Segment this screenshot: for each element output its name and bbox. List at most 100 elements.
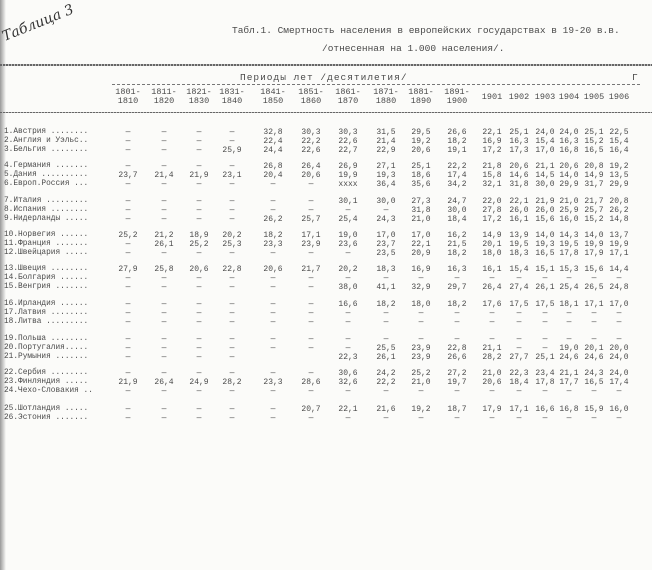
row-label: 25.Шотландия ..... xyxy=(4,405,89,413)
table-cell: — xyxy=(516,318,522,327)
table-cell: 22,6 xyxy=(301,146,321,155)
table-cell: — xyxy=(591,414,597,423)
column-header: 1871- 1880 xyxy=(373,88,399,106)
table-cell: 17,0 xyxy=(535,146,555,155)
table-cell: — xyxy=(270,318,276,327)
table-cell: 24,7 xyxy=(447,197,467,206)
table-cell: 18,4 xyxy=(509,378,529,387)
table-cell: — xyxy=(542,335,548,344)
table-cell: 15,2 xyxy=(584,215,604,224)
table-cell: 31,7 xyxy=(584,180,604,189)
table-cell: — xyxy=(125,300,131,309)
table-cell: 30,0 xyxy=(447,206,467,215)
table-cell: 28,2 xyxy=(222,378,242,387)
table-cell: — xyxy=(489,318,495,327)
table-cell: 22,2 xyxy=(301,137,321,146)
table-cell: 23,5 xyxy=(376,249,396,258)
table-cell: — xyxy=(454,335,460,344)
table-cell: — xyxy=(345,344,351,353)
table-cell: — xyxy=(196,335,202,344)
table-cell: 15,1 xyxy=(535,265,555,274)
table-cell: — xyxy=(229,335,235,344)
table-cell: 13,9 xyxy=(509,231,529,240)
table-cell: — xyxy=(229,137,235,146)
table-cell: 18,3 xyxy=(509,249,529,258)
table-cell: 16,2 xyxy=(447,231,467,240)
table-cell: 31,5 xyxy=(376,128,396,137)
table-cell: 28,6 xyxy=(301,378,321,387)
table-cell: 25,5 xyxy=(376,344,396,353)
table-cell: — xyxy=(616,414,622,423)
column-header: 1903 xyxy=(535,93,555,102)
table-cell: — xyxy=(591,318,597,327)
table-cell: — xyxy=(196,206,202,215)
table-cell: 17,2 xyxy=(482,215,502,224)
table-cell: 21,9 xyxy=(535,197,555,206)
table-cell: 25,2 xyxy=(118,231,138,240)
table-cell: 26,2 xyxy=(609,206,629,215)
table-cell: — xyxy=(418,318,424,327)
column-header-end: 1890 xyxy=(410,96,432,106)
table-cell: 16,6 xyxy=(535,405,555,414)
table-cell: 21,9 xyxy=(118,378,138,387)
table-cell: — xyxy=(270,283,276,292)
table-cell: 16,9 xyxy=(411,265,431,274)
table-cell: 25,1 xyxy=(411,162,431,171)
table-cell: — xyxy=(196,309,202,318)
row-label: 2.Англия и Уэльс.. xyxy=(4,137,89,145)
table-cell: — xyxy=(454,387,460,396)
table-cell: 20,0 xyxy=(609,344,629,353)
table-cell: — xyxy=(161,344,167,353)
table-cell: 18,4 xyxy=(447,215,467,224)
table-cell: — xyxy=(161,146,167,155)
table-cell: — xyxy=(125,274,131,283)
table-subtitle: /отнесенная на 1.000 населения/. xyxy=(322,43,505,54)
table-cell: — xyxy=(542,414,548,423)
header-divider xyxy=(112,84,642,85)
table-cell: 20,6 xyxy=(411,146,431,155)
table-cell: — xyxy=(196,128,202,137)
row-label: 9.Нидерланды ..... xyxy=(4,215,89,223)
table-cell: 31,8 xyxy=(411,206,431,215)
table-cell: 15,3 xyxy=(559,265,579,274)
table-cell: — xyxy=(125,309,131,318)
table-cell: — xyxy=(270,206,276,215)
table-cell: — xyxy=(516,344,522,353)
table-cell: 20,6 xyxy=(559,162,579,171)
table-cell: — xyxy=(308,369,314,378)
table-cell: — xyxy=(489,309,495,318)
table-cell: — xyxy=(308,335,314,344)
column-header-end: 1820 xyxy=(153,96,175,106)
column-header-start: 1903 xyxy=(534,92,556,102)
table-cell: 25,1 xyxy=(584,128,604,137)
table-cell: 32,9 xyxy=(411,283,431,292)
row-label: 8.Испания ........ xyxy=(4,206,89,214)
row-label: 24.Чехо-Словакия .. xyxy=(4,387,93,395)
table-cell: — xyxy=(270,414,276,423)
table-cell: — xyxy=(454,274,460,283)
table-cell: — xyxy=(516,274,522,283)
table-cell: 25,1 xyxy=(509,128,529,137)
row-label: 11.Франция ....... xyxy=(4,240,89,248)
table-cell: 21,4 xyxy=(154,171,174,180)
table-cell: 17,0 xyxy=(609,300,629,309)
table-cell: — xyxy=(229,180,235,189)
table-cell: 21,0 xyxy=(482,369,502,378)
row-label: 19.Польша ........ xyxy=(4,335,89,343)
table-cell: 25,9 xyxy=(222,146,242,155)
table-cell: — xyxy=(125,318,131,327)
table-cell: — xyxy=(125,335,131,344)
table-cell: 20,8 xyxy=(584,162,604,171)
table-cell: — xyxy=(308,414,314,423)
table-cell: — xyxy=(308,309,314,318)
table-cell: 15,4 xyxy=(535,137,555,146)
table-cell: 14,9 xyxy=(584,171,604,180)
table-cell: 23,7 xyxy=(118,171,138,180)
table-cell: 15,6 xyxy=(535,215,555,224)
table-cell: 24,0 xyxy=(609,369,629,378)
table-cell: — xyxy=(270,369,276,378)
table-cell: — xyxy=(591,274,597,283)
table-cell: — xyxy=(161,283,167,292)
column-header-start: 1861- xyxy=(335,87,361,97)
table-cell: 29,7 xyxy=(447,283,467,292)
